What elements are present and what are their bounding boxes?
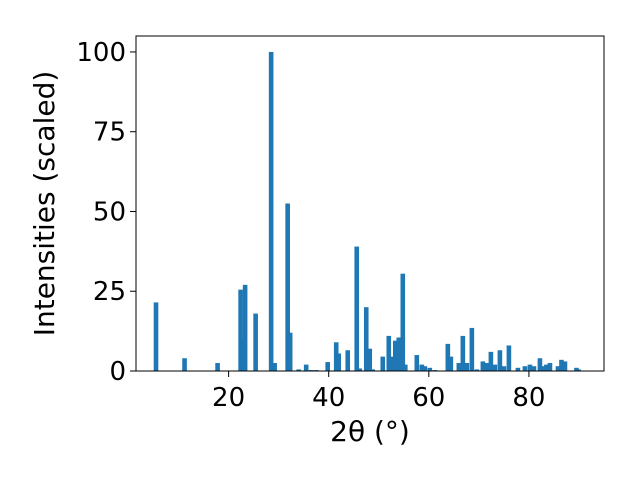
bar bbox=[215, 363, 220, 371]
bar bbox=[480, 361, 486, 371]
bar bbox=[506, 345, 512, 371]
bar bbox=[544, 364, 549, 371]
bar bbox=[354, 246, 360, 371]
x-tick-label: 80 bbox=[512, 383, 545, 413]
x-tick-label: 40 bbox=[312, 383, 345, 413]
bar bbox=[272, 363, 277, 371]
bar bbox=[287, 332, 293, 371]
bar bbox=[419, 364, 425, 371]
bar bbox=[238, 289, 243, 371]
y-tick-label: 50 bbox=[93, 197, 126, 227]
bar bbox=[182, 358, 187, 371]
bar bbox=[460, 335, 466, 371]
bar bbox=[386, 335, 392, 371]
bar bbox=[448, 356, 454, 371]
bar bbox=[392, 340, 398, 371]
bar bbox=[370, 369, 376, 371]
bar bbox=[325, 362, 330, 371]
y-axis-label: Intensities (scaled) bbox=[28, 71, 61, 337]
plot-frame bbox=[135, 35, 605, 372]
bar bbox=[555, 366, 561, 371]
bar bbox=[474, 369, 480, 371]
bar bbox=[268, 51, 274, 371]
bar bbox=[492, 364, 498, 371]
bar bbox=[427, 367, 433, 371]
bar bbox=[540, 366, 546, 371]
bar bbox=[367, 348, 373, 371]
x-tick-label: 60 bbox=[412, 383, 445, 413]
bar bbox=[559, 359, 564, 371]
bar bbox=[484, 363, 490, 371]
bar bbox=[576, 369, 581, 371]
bar bbox=[497, 350, 503, 371]
bar bbox=[488, 351, 494, 371]
bar bbox=[402, 364, 408, 371]
bar bbox=[363, 307, 369, 371]
bar bbox=[380, 356, 386, 371]
bar bbox=[296, 369, 301, 371]
bar bbox=[445, 343, 451, 371]
bar bbox=[469, 327, 475, 371]
bar bbox=[547, 363, 553, 371]
bars-layer bbox=[153, 51, 581, 371]
bar bbox=[456, 363, 462, 371]
y-tick-label: 75 bbox=[93, 118, 126, 148]
bar bbox=[336, 353, 342, 371]
bar bbox=[240, 339, 245, 371]
bar bbox=[345, 350, 351, 371]
y-tick-label: 25 bbox=[93, 277, 126, 307]
bar bbox=[501, 366, 507, 371]
bar bbox=[333, 342, 339, 371]
bar bbox=[400, 273, 406, 371]
bar bbox=[285, 203, 290, 371]
bar bbox=[357, 368, 363, 371]
bar bbox=[242, 284, 248, 371]
bar bbox=[422, 366, 428, 371]
bar bbox=[153, 302, 159, 371]
y-axis: 0 25 50 75 100 bbox=[76, 38, 136, 387]
bar bbox=[562, 361, 568, 371]
bar bbox=[389, 356, 395, 371]
bar bbox=[537, 358, 543, 371]
bar bbox=[253, 313, 258, 371]
bar bbox=[522, 366, 528, 371]
bar bbox=[515, 367, 521, 371]
bar bbox=[396, 337, 402, 371]
bar bbox=[303, 364, 309, 371]
bar bbox=[531, 366, 537, 371]
bar bbox=[414, 355, 420, 371]
x-tick-label: 20 bbox=[212, 383, 245, 413]
y-tick-label: 100 bbox=[76, 38, 126, 68]
x-axis-label: 2θ (°) bbox=[330, 415, 410, 448]
bar bbox=[527, 364, 533, 371]
y-tick-label: 0 bbox=[109, 357, 126, 387]
x-axis: 20 40 60 80 bbox=[212, 371, 545, 413]
bar bbox=[464, 363, 470, 371]
